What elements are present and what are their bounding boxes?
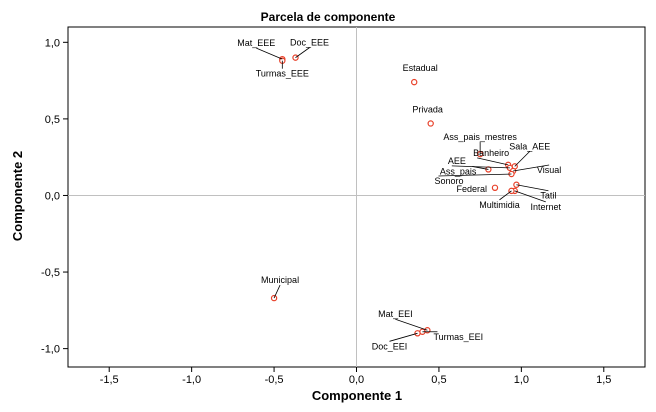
point-label-estadual: Estadual bbox=[403, 63, 438, 73]
leader-line-sala-aee bbox=[514, 151, 531, 167]
point-label-turmas-eei: Turmas_EEI bbox=[433, 332, 483, 342]
point-label-ass-pais: Ass_pais bbox=[440, 166, 477, 176]
point-label-federal: Federal bbox=[456, 184, 487, 194]
leader-line-aee bbox=[451, 165, 510, 169]
point-label-privada: Privada bbox=[412, 104, 443, 114]
x-axis-ticks: -1,5 -1,0 -0,5 0,0 0,5 1,0 1,5 bbox=[100, 367, 611, 386]
leader-line-multimidia bbox=[499, 190, 512, 201]
x-tick-label: -1,5 bbox=[100, 374, 119, 386]
point-label-municipal: Municipal bbox=[261, 275, 299, 285]
point-federal bbox=[491, 184, 499, 192]
data-points bbox=[270, 54, 520, 337]
point-label-multimidia: Multimidia bbox=[479, 200, 520, 210]
leader-line-visual bbox=[513, 164, 550, 172]
leader-line-sonoro bbox=[438, 173, 512, 177]
x-tick-label: 0,5 bbox=[431, 374, 446, 386]
point-label-ass-pais-mestres: Ass_pais_mestres bbox=[443, 132, 517, 142]
x-tick-label: 1,5 bbox=[596, 374, 611, 386]
leader-line-mat-eei bbox=[395, 318, 428, 331]
leader-line-municipal bbox=[273, 284, 281, 299]
point-label-mat-eee: Mat_EEE bbox=[237, 38, 275, 48]
point-label-internet: Internet bbox=[530, 202, 561, 212]
leader-line-banheiro bbox=[477, 157, 509, 166]
point-estadual bbox=[411, 78, 418, 86]
x-tick-label: -1,0 bbox=[182, 374, 201, 386]
point-label-turmas-eee: Turmas_EEE bbox=[256, 69, 309, 79]
leader-line-tatil bbox=[516, 184, 549, 192]
x-axis-label: Componente 1 bbox=[312, 388, 402, 403]
data-point-labels: Mat_EEE Doc_EEE Turmas_EEE Estadual Privada A… bbox=[237, 38, 561, 352]
y-axis-label: Componente 2 bbox=[10, 151, 25, 241]
x-tick-label: 1,0 bbox=[514, 374, 529, 386]
point-privada bbox=[427, 120, 434, 127]
x-tick-label: -0,5 bbox=[265, 374, 284, 386]
point-label-mat-eei: Mat_EEI bbox=[378, 309, 413, 319]
leader-line-internet bbox=[514, 190, 546, 203]
point-label-doc-eee: Doc_EEE bbox=[290, 38, 329, 48]
chart-title: Parcela de componente bbox=[261, 10, 396, 24]
leader-line-mat-eee bbox=[256, 47, 283, 60]
y-tick-label: 1,0 bbox=[45, 37, 60, 49]
point-label-doc-eei: Doc_EEI bbox=[372, 341, 408, 351]
y-tick-label: -1,0 bbox=[41, 344, 60, 356]
y-tick-label: -0,5 bbox=[41, 267, 60, 279]
y-tick-label: 0,0 bbox=[45, 190, 60, 202]
y-tick-label: 0,5 bbox=[45, 114, 60, 126]
leader-line-ass-pais bbox=[472, 166, 489, 170]
point-label-sala-aee: Sala_AEE bbox=[509, 141, 550, 151]
leader-line-doc-eei bbox=[389, 332, 418, 342]
point-label-tatil: Tatil bbox=[540, 191, 556, 201]
y-axis-ticks: 1,0 0,5 0,0 -0,5 -1,0 bbox=[41, 37, 68, 356]
point-label-visual: Visual bbox=[537, 165, 561, 175]
x-tick-label: 0,0 bbox=[349, 374, 364, 386]
point-label-banheiro: Banheiro bbox=[473, 148, 509, 158]
leader-line-doc-eee bbox=[295, 47, 310, 58]
point-label-sonoro: Sonoro bbox=[434, 176, 463, 186]
point-label-aee: AEE bbox=[448, 156, 466, 166]
